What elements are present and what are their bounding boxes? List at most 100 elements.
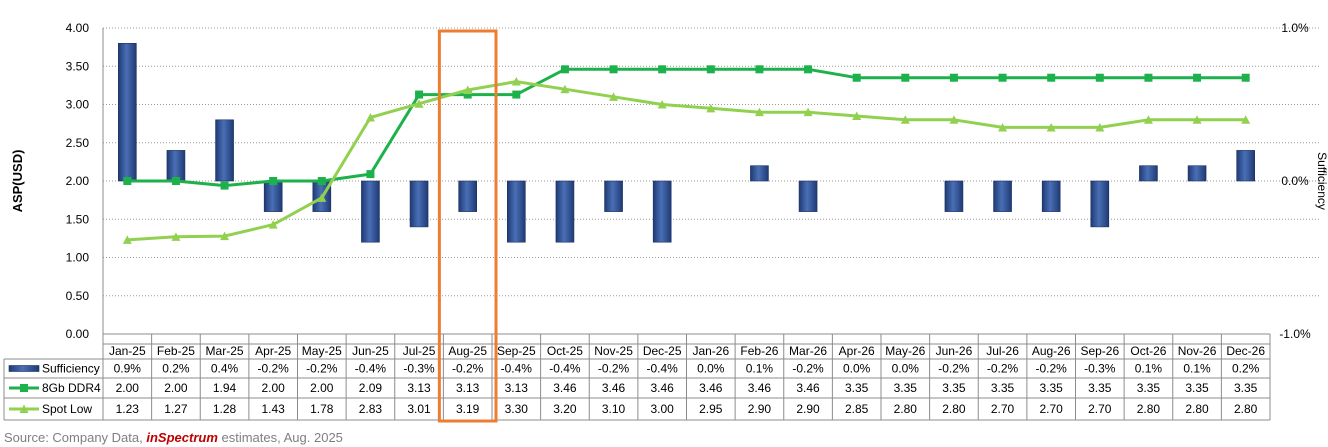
bar <box>118 42 137 182</box>
table-cell: -0.3% <box>1084 362 1116 376</box>
source-prefix: Source: Company Data, <box>4 430 147 445</box>
table-cell: 0.0% <box>843 362 871 376</box>
table-cell: 2.00 <box>116 381 140 395</box>
table-cell: 0.9% <box>114 362 142 376</box>
bar <box>750 165 769 182</box>
table-cell: 3.35 <box>1137 381 1161 395</box>
table-cell: 2.85 <box>845 402 869 416</box>
bar <box>1187 165 1207 182</box>
table-cell: 0.1% <box>1135 362 1163 376</box>
x-tick-label: Jun-26 <box>936 344 973 358</box>
table-cell: 0.0% <box>892 362 920 376</box>
table-cell: 2.90 <box>748 402 772 416</box>
table-cell: 2.70 <box>991 402 1015 416</box>
table-cell: 3.13 <box>505 381 529 395</box>
data-point <box>560 65 569 74</box>
y2-tick-label: -1.0% <box>1279 327 1311 341</box>
table-cell: 0.2% <box>162 362 190 376</box>
x-tick-label: May-26 <box>885 344 925 358</box>
table-cell: 0.1% <box>1183 362 1211 376</box>
bar <box>652 180 672 243</box>
data-point <box>803 107 813 117</box>
data-point <box>512 90 521 99</box>
data-point <box>1192 115 1202 124</box>
data-point <box>171 177 180 185</box>
table-cell: 2.90 <box>796 402 820 416</box>
x-tick-label: Nov-25 <box>594 344 633 358</box>
bar <box>507 180 526 243</box>
highlight-box <box>437 29 498 423</box>
table-cell: -0.2% <box>598 362 630 376</box>
table-cell: 2.83 <box>359 402 383 416</box>
x-tick-label: Feb-26 <box>740 344 778 358</box>
x-tick-label: May-25 <box>302 344 342 358</box>
data-point <box>900 115 910 124</box>
data-point <box>949 73 958 82</box>
table-cell: 0.4% <box>211 362 239 376</box>
table-cell: 2.00 <box>164 381 188 395</box>
price-lines <box>122 65 1251 244</box>
data-point <box>949 115 959 124</box>
table-cell: 1.27 <box>164 402 188 416</box>
table-cell: 3.35 <box>1185 381 1209 395</box>
data-point <box>658 65 667 74</box>
legend-key-bar <box>8 365 40 372</box>
table-cell: 3.01 <box>407 402 431 416</box>
x-tick-label: Jun-25 <box>352 344 389 358</box>
data-point <box>268 220 278 229</box>
bar <box>1236 150 1255 182</box>
legend-label: 8Gb DDR4 <box>42 381 101 395</box>
table-cell: -0.4% <box>549 362 581 376</box>
table-cell: 3.35 <box>845 381 869 395</box>
data-point <box>415 90 424 99</box>
table-cell: 3.46 <box>553 381 577 395</box>
table-cell: 1.43 <box>262 402 286 416</box>
table-cell: 2.95 <box>699 402 723 416</box>
table-cell: 1.94 <box>213 381 237 395</box>
table-cell: -0.4% <box>501 362 533 376</box>
axes: 0.00 0.50 1.00 1.50 2.00 2.50 3.00 3.50 4.00 -1.0… <box>10 21 1328 341</box>
table-cell: 3.35 <box>1088 381 1112 395</box>
data-point <box>123 177 132 185</box>
data-point <box>269 177 278 185</box>
x-tick-label: Apr-26 <box>839 344 875 358</box>
y2-axis-title: Sufficiency <box>1315 152 1328 210</box>
x-tick-label: Aug-25 <box>448 344 487 358</box>
data-point <box>1193 73 1202 82</box>
x-tick-label: Oct-26 <box>1130 344 1166 358</box>
data-point <box>754 107 764 117</box>
y-tick-label: 3.00 <box>66 98 90 112</box>
data-point <box>365 113 375 122</box>
table-cell: 1.28 <box>213 402 237 416</box>
data-point <box>463 85 473 94</box>
table-cell: 3.13 <box>456 381 480 395</box>
y-axis-title: ASP(USD) <box>10 150 25 213</box>
bar <box>993 180 1012 212</box>
source-suffix: estimates, Aug. 2025 <box>217 430 343 445</box>
data-point <box>171 232 181 241</box>
data-point <box>706 65 715 74</box>
table-cell: 2.00 <box>310 381 334 395</box>
data-point <box>560 84 570 94</box>
bar <box>798 180 818 212</box>
data-point <box>852 73 861 82</box>
table-cell: 2.80 <box>894 402 918 416</box>
table-cell: 3.35 <box>991 381 1015 395</box>
y2-tick-label: 1.0% <box>1281 21 1309 35</box>
table-cell: -0.2% <box>792 362 824 376</box>
table-cell: 3.35 <box>1040 381 1064 395</box>
table-cell: -0.3% <box>403 362 435 376</box>
table-cell: 3.46 <box>651 381 675 395</box>
table-cell: 0.1% <box>746 362 774 376</box>
table-cell: -0.2% <box>306 362 338 376</box>
y2-tick-label: 0.0% <box>1281 174 1309 188</box>
table-cell: -0.4% <box>355 362 387 376</box>
table-cell: 0.2% <box>1232 362 1260 376</box>
data-point <box>998 73 1007 82</box>
gridlines <box>103 27 1320 297</box>
source-brand: inSpectrum <box>146 430 218 445</box>
series-line <box>127 80 1246 242</box>
bar <box>604 180 623 212</box>
table-cell: 3.46 <box>748 381 772 395</box>
